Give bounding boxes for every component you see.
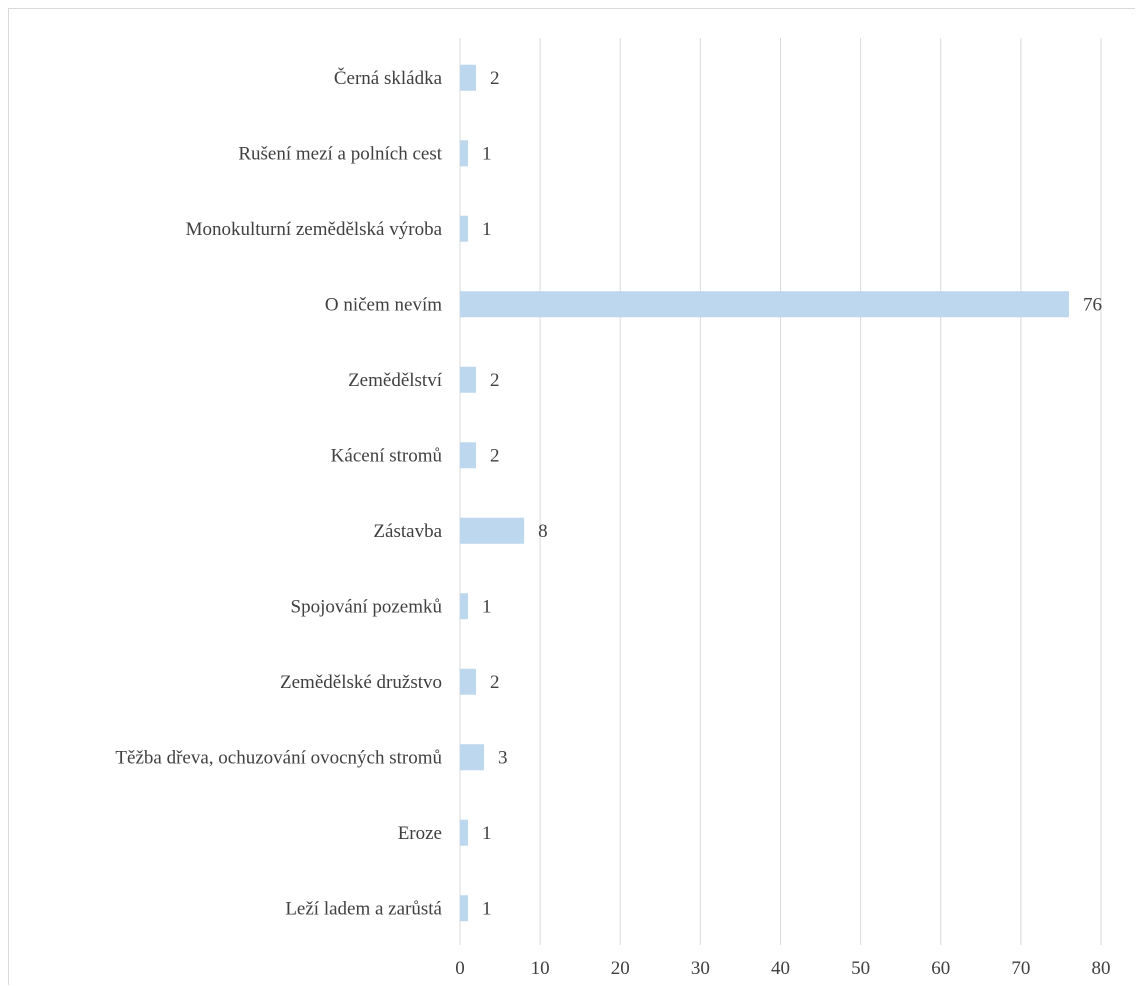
category-label-4: Zemědělství [348,370,443,391]
data-label-8: 2 [490,672,500,693]
category-label-6: Zástavba [373,521,442,542]
data-label-2: 1 [482,219,492,240]
bar-0 [460,64,477,91]
category-label-3: O ničem nevím [325,294,442,315]
category-label-8: Zemědělské družstvo [280,672,442,693]
data-label-6: 8 [538,521,548,542]
chart-frame [8,8,1135,985]
bar-4 [460,366,477,393]
x-tick-label-30: 30 [691,958,710,979]
x-tick-label-60: 60 [931,958,950,979]
bar-9 [460,744,485,771]
data-label-0: 2 [490,68,500,89]
data-label-5: 2 [490,445,500,466]
data-label-7: 1 [482,596,492,617]
x-tick-label-50: 50 [851,958,870,979]
category-label-0: Černá skládka [334,67,443,89]
data-label-1: 1 [482,143,492,164]
category-label-2: Monokulturní zemědělská výroba [186,219,443,240]
x-tick-label-80: 80 [1092,958,1111,979]
bar-10 [460,819,469,846]
bar-2 [460,215,469,242]
bar-3 [460,291,1069,318]
category-label-7: Spojování pozemků [291,596,443,617]
category-label-9: Těžba dřeva, ochuzování ovocných stromů [115,747,442,768]
category-label-10: Eroze [398,823,442,844]
data-label-4: 2 [490,370,500,391]
x-tick-label-20: 20 [611,958,630,979]
bar-5 [460,442,477,469]
bar-7 [460,593,469,620]
x-tick-label-70: 70 [1011,958,1030,979]
bar-11 [460,895,469,922]
x-tick-label-10: 10 [531,958,550,979]
bar-1 [460,140,469,167]
x-tick-label-0: 0 [455,958,465,979]
category-label-1: Rušení mezí a polních cest [238,143,442,164]
category-label-5: Kácení stromů [331,445,443,466]
x-tick-label-40: 40 [771,958,790,979]
data-label-11: 1 [482,898,492,919]
data-label-9: 3 [498,747,508,768]
bar-6 [460,517,525,544]
category-label-11: Leží ladem a zarůstá [285,898,442,919]
data-label-3: 76 [1083,294,1102,315]
bar-8 [460,668,477,695]
data-label-10: 1 [482,823,492,844]
